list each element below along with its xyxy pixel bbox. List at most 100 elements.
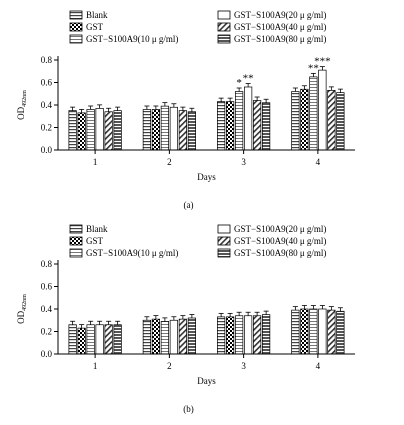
y-axis-label: OD492nm: [16, 90, 28, 120]
legend-swatch: [69, 22, 83, 32]
bar: [178, 110, 187, 151]
bar: [95, 324, 104, 355]
bar: [318, 308, 327, 355]
bar: [336, 310, 345, 355]
x-tick-label: 2: [167, 157, 172, 167]
y-axis-label-main: OD: [16, 106, 26, 119]
y-tick-label: 0.4: [41, 304, 53, 314]
legend-label: GST−S100A9(80 μ g/ml): [234, 248, 326, 258]
bar: [262, 314, 271, 355]
legend-swatch: [217, 236, 231, 246]
bar: [253, 315, 262, 355]
bar: [300, 308, 309, 355]
bar: [77, 112, 86, 151]
bar: [142, 319, 151, 355]
bar: [77, 327, 86, 355]
bar: [235, 315, 244, 355]
legend-swatch: [69, 224, 83, 234]
bar: [291, 309, 300, 355]
legend-label: Blank: [86, 10, 108, 20]
legend-label: GST−S100A9(10 μ g/ml): [86, 248, 178, 258]
legend-swatch: [217, 224, 231, 234]
bar: [262, 102, 271, 151]
legend-label: GST−S100A9(40 μ g/ml): [234, 236, 326, 246]
y-tick-label: 0.8: [41, 55, 53, 65]
y-axis: 0.0 0.2 0.4 0.6 0.8: [41, 55, 59, 155]
x-tick-label: 4: [316, 361, 321, 371]
legend-label: GST: [86, 236, 104, 246]
bar: [104, 111, 113, 151]
bar: [187, 111, 196, 151]
bar: [235, 91, 244, 151]
y-axis: 0.0 0.2 0.4 0.6 0.8: [41, 259, 59, 359]
legend-label: GST−S100A9(20 μ g/ml): [234, 10, 326, 20]
x-axis-label: Days: [197, 376, 216, 386]
legend-label: GST−S100A9(10 μ g/ml): [86, 34, 178, 44]
legend: Blank GST GST−S100A9(10 μ g/ml) GST−S100A9(…: [69, 224, 326, 258]
bar: [151, 318, 160, 355]
x-tick-label: 1: [93, 157, 98, 167]
legend-swatch: [69, 34, 83, 44]
x-tick-label: 3: [241, 361, 246, 371]
legend-swatch: [217, 22, 231, 32]
bar: [169, 106, 178, 151]
y-tick-label: 0.6: [41, 282, 53, 292]
bar: [86, 109, 95, 151]
significance-annotations: * *******: [236, 56, 330, 89]
y-tick-label: 0.2: [41, 327, 52, 337]
legend-swatch: [69, 236, 83, 246]
bar: [253, 100, 262, 151]
bar: [291, 91, 300, 151]
y-axis-label-main: OD: [16, 310, 26, 323]
bar: [113, 324, 122, 355]
y-tick-label: 0.6: [41, 78, 53, 88]
bar: [178, 318, 187, 355]
bar: [318, 69, 327, 151]
legend-swatch: [217, 34, 231, 44]
legend-label: GST−S100A9(40 μ g/ml): [234, 22, 326, 32]
bars: [68, 66, 345, 151]
y-axis-label-subscript: 492nm: [22, 90, 28, 107]
bar: [336, 92, 345, 151]
bars: [68, 305, 345, 355]
y-tick-label: 0.8: [41, 259, 53, 269]
chart-panel-b: Blank GST GST−S100A9(10 μ g/ml) GST−S100A9(…: [16, 224, 355, 414]
bar: [300, 88, 309, 151]
legend-swatch: [217, 248, 231, 258]
x-tick-label: 1: [93, 361, 98, 371]
y-tick-label: 0.2: [41, 123, 52, 133]
bar: [226, 101, 235, 151]
panel-label: (a): [184, 200, 194, 210]
bar: [113, 110, 122, 151]
legend-label: Blank: [86, 224, 108, 234]
legend-label: GST: [86, 22, 104, 32]
x-axis: 1 2 3 4: [58, 353, 355, 371]
significance-mark: *: [236, 77, 242, 89]
bar: [244, 86, 253, 151]
bar: [217, 101, 226, 151]
significance-mark: **: [308, 62, 319, 74]
bar: [327, 90, 336, 151]
y-tick-label: 0.4: [41, 100, 53, 110]
bar: [160, 105, 169, 151]
y-axis-label: OD492nm: [16, 294, 28, 324]
y-tick-label: 0.0: [41, 145, 53, 155]
panel-label: (b): [183, 404, 194, 414]
x-axis-label: Days: [197, 172, 216, 182]
chart-panel-a: Blank GST GST−S100A9(10 μ g/ml) GST−S100A9(…: [16, 10, 355, 210]
legend: Blank GST GST−S100A9(10 μ g/ml) GST−S100A9(…: [69, 10, 326, 44]
legend-swatch: [69, 248, 83, 258]
x-tick-label: 3: [241, 157, 246, 167]
legend-label: GST−S100A9(80 μ g/ml): [234, 34, 326, 44]
bar: [142, 109, 151, 151]
y-tick-label: 0.0: [41, 349, 53, 359]
bar: [226, 316, 235, 355]
legend-label: GST−S100A9(20 μ g/ml): [234, 224, 326, 234]
bar: [244, 315, 253, 355]
y-axis-label-subscript: 492nm: [22, 294, 28, 311]
bar: [327, 309, 336, 355]
bar: [187, 317, 196, 355]
bar: [151, 109, 160, 151]
significance-mark: ***: [314, 56, 331, 68]
